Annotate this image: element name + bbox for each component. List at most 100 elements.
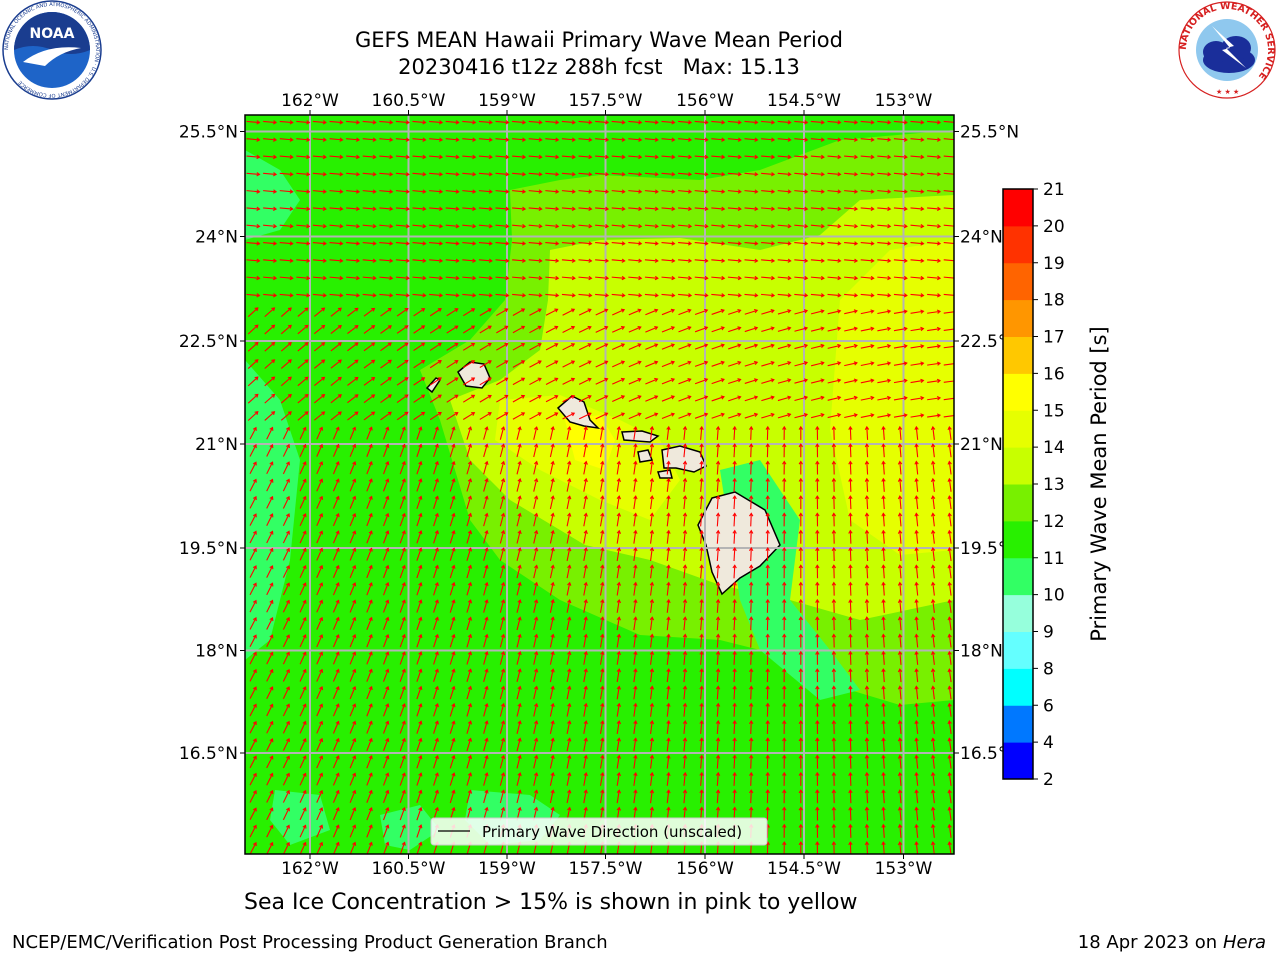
direction-arrow: [810, 413, 824, 419]
direction-arrow: [296, 155, 310, 158]
direction-arrow: [545, 412, 558, 420]
direction-arrow: [661, 395, 675, 402]
direction-arrow: [700, 426, 703, 440]
direction-arrow-head: [335, 755, 340, 760]
direction-arrow: [347, 394, 359, 404]
lat-label-left: 19.5°N: [179, 539, 238, 559]
direction-arrow: [399, 634, 406, 648]
direction-arrow: [314, 411, 325, 421]
direction-arrow-head: [339, 223, 344, 229]
direction-arrow: [860, 224, 874, 227]
direction-arrow-head: [472, 172, 477, 177]
direction-arrow: [599, 461, 604, 475]
direction-arrow-head: [387, 342, 392, 347]
direction-arrow: [915, 582, 919, 596]
direction-arrow: [866, 720, 869, 735]
direction-arrow: [249, 583, 257, 596]
direction-arrow-head: [550, 426, 555, 431]
direction-arrow-head: [914, 650, 919, 655]
direction-arrow: [794, 138, 808, 141]
direction-arrow: [316, 755, 323, 769]
colorbar-swatch: [1003, 225, 1033, 264]
direction-arrow: [329, 293, 343, 297]
direction-arrow: [479, 308, 492, 317]
direction-arrow-head: [418, 789, 423, 794]
direction-arrow: [844, 327, 858, 332]
direction-arrow: [932, 547, 935, 562]
direction-arrow-head: [782, 702, 787, 707]
direction-arrow: [877, 259, 891, 262]
direction-arrow-head: [649, 460, 655, 465]
direction-arrow: [478, 120, 492, 124]
direction-arrow: [266, 479, 273, 492]
direction-arrow-head: [831, 633, 837, 638]
direction-arrow-head: [534, 529, 539, 535]
direction-arrow-head: [754, 189, 759, 194]
direction-arrow-head: [488, 258, 493, 263]
direction-arrow: [512, 207, 526, 210]
direction-arrow: [478, 276, 492, 279]
direction-arrow-head: [287, 307, 292, 312]
direction-arrow-head: [732, 616, 737, 621]
direction-arrow-head: [737, 223, 742, 229]
direction-arrow: [478, 138, 492, 141]
direction-arrow-head: [637, 377, 642, 382]
direction-arrow-head: [521, 223, 527, 229]
direction-arrow-head: [538, 172, 543, 177]
direction-arrow-head: [666, 512, 671, 517]
direction-arrow: [666, 720, 670, 735]
direction-arrow-head: [389, 154, 394, 160]
direction-arrow: [413, 394, 425, 403]
direction-arrow: [462, 412, 475, 420]
direction-arrow: [750, 565, 752, 579]
direction-arrow-head: [286, 582, 290, 587]
direction-arrow: [599, 651, 604, 665]
direction-arrow-head: [815, 477, 820, 482]
direction-arrow: [750, 582, 752, 596]
direction-arrow: [399, 617, 406, 630]
colorbar-tick-label: 9: [1043, 623, 1054, 643]
direction-arrow-head: [897, 564, 903, 569]
direction-arrow-head: [272, 275, 278, 281]
direction-arrow: [533, 565, 538, 579]
direction-arrow-head: [848, 495, 853, 500]
direction-arrow: [363, 377, 375, 386]
direction-arrow-head: [550, 668, 555, 673]
direction-arrow-head: [521, 241, 527, 246]
lon-label-bottom: 160.5°W: [372, 859, 446, 879]
direction-arrow-head: [881, 737, 886, 742]
direction-arrow-head: [451, 460, 456, 466]
direction-arrow-head: [666, 789, 671, 794]
direction-arrow-head: [587, 360, 592, 365]
direction-arrow: [429, 293, 443, 297]
direction-arrow: [599, 669, 604, 683]
direction-arrow-head: [831, 529, 837, 534]
direction-arrow: [733, 772, 736, 786]
direction-arrow: [750, 703, 752, 717]
direction-arrow-head: [804, 137, 809, 142]
direction-arrow-head: [554, 394, 559, 399]
direction-arrow-head: [732, 650, 737, 655]
direction-arrow-head: [616, 460, 621, 465]
direction-arrow-head: [286, 668, 290, 673]
direction-arrow-head: [782, 546, 787, 552]
colorbar-swatch: [1003, 520, 1033, 559]
direction-arrow: [616, 617, 620, 631]
direction-arrow-head: [687, 326, 692, 331]
direction-arrow: [700, 738, 703, 752]
direction-arrow-head: [687, 395, 692, 400]
direction-arrow: [263, 155, 277, 158]
direction-arrow: [349, 496, 356, 509]
direction-arrow-head: [881, 564, 886, 569]
direction-arrow: [666, 513, 670, 527]
direction-arrow-head: [715, 685, 721, 690]
direction-arrow: [533, 582, 538, 596]
direction-arrow-head: [887, 309, 892, 314]
direction-arrow-head: [666, 754, 671, 759]
direction-arrow: [893, 207, 907, 210]
direction-arrow-head: [936, 378, 942, 384]
direction-arrow-head: [654, 360, 659, 365]
direction-arrow-head: [914, 668, 919, 673]
direction-arrow-head: [920, 223, 925, 229]
